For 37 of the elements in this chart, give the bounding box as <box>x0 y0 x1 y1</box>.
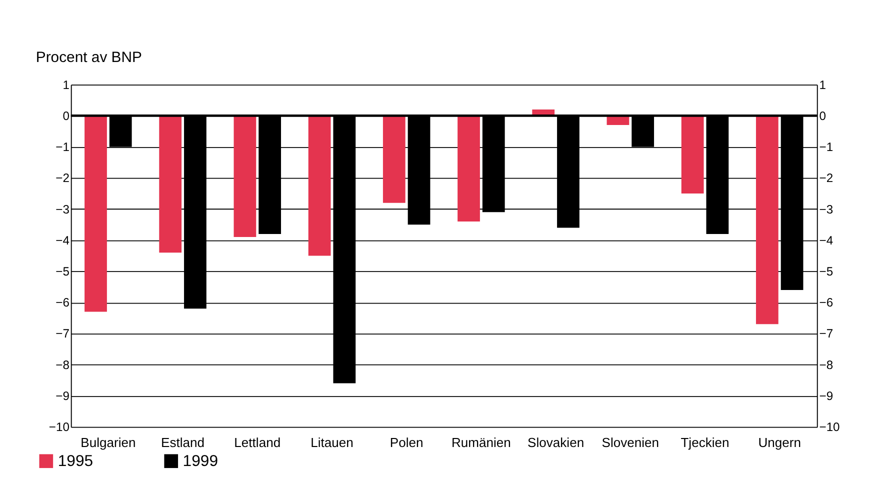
y-tick-label: −7 <box>56 326 70 341</box>
y2-tick-label: −3 <box>819 202 834 216</box>
y2-tick-label: 1 <box>819 78 826 92</box>
y-tick-label: −10 <box>48 420 70 434</box>
y2-tick-label: −2 <box>819 171 834 186</box>
y-tick-label: −9 <box>56 388 70 403</box>
y-tick-label: −1 <box>56 140 70 154</box>
y-tick-label: −4 <box>56 233 70 248</box>
y2-tick-label: −6 <box>819 296 834 310</box>
x-tick-label: Lettland <box>234 434 281 450</box>
x-tick-label: Slovakien <box>528 434 584 450</box>
y-tick-label: −2 <box>56 171 70 186</box>
y-tick-label: −6 <box>56 296 70 310</box>
y2-tick-label: −7 <box>819 326 834 341</box>
legend-label: 1995 <box>58 452 94 470</box>
y-axis-title: Procent av BNP <box>36 48 142 66</box>
y2-tick-label: −8 <box>819 358 834 372</box>
x-tick-label: Litauen <box>310 434 354 450</box>
y-tick-label: −8 <box>56 358 70 372</box>
y-tick-label: 0 <box>62 108 70 123</box>
x-tick-label: Ungern <box>758 434 802 450</box>
y2-tick-label: −5 <box>819 264 834 278</box>
x-tick-label: Estland <box>161 434 205 450</box>
y2-tick-label: −10 <box>819 420 840 434</box>
x-tick-label: Bulgarien <box>80 434 136 450</box>
y2-tick-label: 0 <box>819 108 826 123</box>
legend-label: 1999 <box>182 452 218 470</box>
y2-tick-label: −4 <box>819 233 834 248</box>
x-tick-label: Slovenien <box>602 434 660 450</box>
y-tick-label: −3 <box>56 202 70 216</box>
x-tick-label: Tjeckien <box>680 434 730 450</box>
y-tick-label: 1 <box>62 78 70 92</box>
x-tick-label: Polen <box>390 434 424 450</box>
y2-tick-label: −1 <box>819 140 834 154</box>
x-tick-label: Rumänien <box>451 434 511 450</box>
y-tick-label: −5 <box>56 264 70 278</box>
y2-tick-label: −9 <box>819 388 834 403</box>
